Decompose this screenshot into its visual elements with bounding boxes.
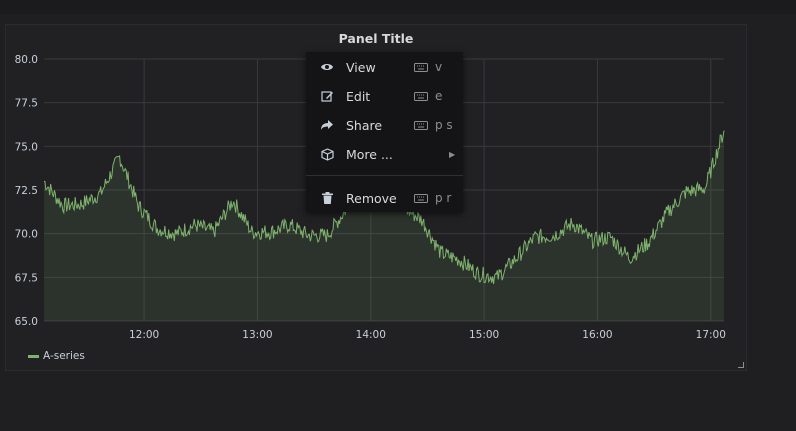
top-strip [0, 0, 796, 14]
keyboard-icon [413, 120, 428, 130]
menu-item-label: More ... [346, 146, 393, 162]
x-tick-label: 12:00 [129, 329, 159, 341]
menu-item-share[interactable]: Share p s [306, 111, 463, 139]
keyboard-icon [413, 91, 428, 101]
menu-item-view[interactable]: View v [306, 53, 463, 81]
edit-icon [319, 88, 335, 104]
series-area [44, 130, 724, 321]
menu-item-shortcut: p r [435, 191, 452, 205]
trash-icon [319, 190, 335, 206]
y-tick-label: 70.0 [15, 229, 38, 241]
y-tick-label: 77.5 [15, 98, 38, 110]
y-tick-label: 65.0 [15, 316, 38, 328]
menu-item-edit[interactable]: Edit e [306, 82, 463, 110]
panel-context-menu: View v Edit e Share p s More ... ▶ [306, 52, 463, 212]
menu-item-label: Remove [346, 190, 397, 206]
menu-item-label: Edit [346, 88, 371, 104]
menu-item-shortcut: p s [435, 118, 453, 132]
menu-item-shortcut: e [435, 89, 443, 103]
menu-item-label: View [346, 59, 376, 75]
legend-swatch [28, 354, 39, 358]
x-tick-label: 16:00 [582, 329, 612, 341]
x-tick-label: 17:00 [696, 329, 726, 341]
submenu-arrow-icon: ▶ [449, 149, 456, 159]
y-tick-label: 67.5 [15, 272, 38, 284]
legend[interactable]: A-series [28, 350, 85, 362]
chart-svg: 65.0 67.5 70.0 72.5 75.0 77.5 80.0 12:00 13:00 14… [15, 54, 726, 341]
legend-series-label[interactable]: A-series [43, 350, 85, 362]
menu-item-shortcut: v [435, 60, 443, 74]
menu-item-label: Share [346, 117, 383, 133]
menu-divider [306, 175, 463, 176]
y-tick-label: 72.5 [15, 185, 38, 197]
y-tick-label: 75.0 [15, 141, 38, 153]
x-tick-label: 15:00 [469, 329, 499, 341]
keyboard-icon [413, 193, 428, 203]
panel-title[interactable]: Panel Title [338, 31, 414, 46]
menu-item-remove[interactable]: Remove p r [306, 184, 463, 212]
eye-icon [319, 59, 335, 75]
y-tick-label: 80.0 [15, 54, 38, 66]
keyboard-icon [413, 62, 428, 72]
x-tick-label: 13:00 [242, 329, 272, 341]
menu-item-more[interactable]: More ... ▶ [306, 140, 463, 168]
cube-icon [319, 146, 335, 162]
x-tick-label: 14:00 [356, 329, 386, 341]
resize-handle[interactable] [738, 362, 744, 368]
share-icon [319, 117, 335, 133]
